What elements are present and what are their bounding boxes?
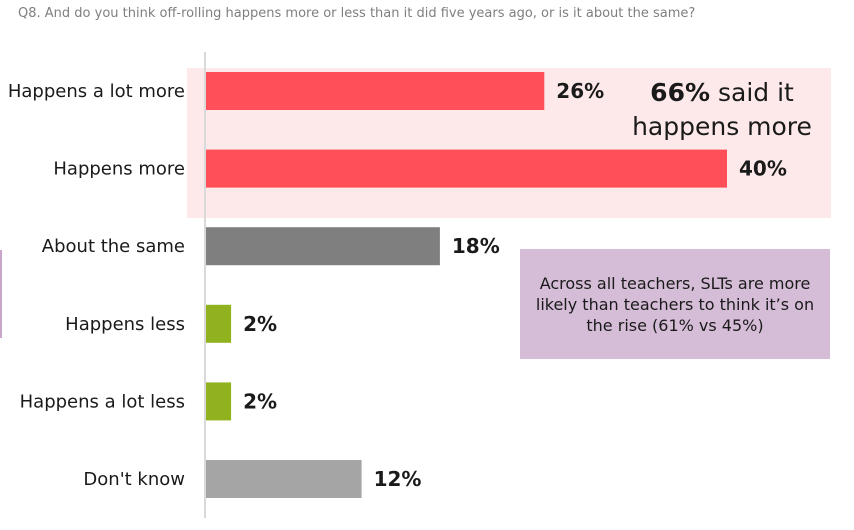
- category-label-4: Happens a lot less: [20, 391, 185, 412]
- bar-1: [205, 149, 727, 188]
- more-callout-percent: 66%: [650, 78, 711, 107]
- data-label-1: 40%: [739, 157, 787, 181]
- category-label-2: About the same: [42, 236, 185, 257]
- bar-0: [205, 72, 545, 110]
- more-callout: 66% said it happens more: [612, 76, 832, 144]
- data-label-4: 2%: [243, 389, 277, 413]
- category-label-0: Happens a lot more: [8, 81, 185, 102]
- more-callout-text-b: happens more: [632, 112, 812, 141]
- more-callout-text-a: said it: [717, 78, 794, 107]
- data-label-5: 12%: [374, 467, 422, 491]
- bar-3: [205, 304, 232, 343]
- question-text: Q8. And do you think off-rolling happens…: [18, 6, 696, 21]
- left-accent-bar: [0, 250, 2, 338]
- slt-callout-text: Across all teachers, SLTs are more likel…: [535, 273, 815, 335]
- data-label-3: 2%: [243, 312, 277, 336]
- category-label-1: Happens more: [53, 159, 185, 180]
- data-label-2: 18%: [452, 234, 500, 258]
- bar-2: [205, 227, 440, 266]
- category-label-3: Happens less: [65, 314, 185, 335]
- data-label-0: 26%: [556, 79, 604, 103]
- slt-callout-box: Across all teachers, SLTs are more likel…: [520, 249, 830, 359]
- bar-4: [205, 382, 232, 421]
- bar-5: [205, 460, 362, 498]
- category-label-5: Don't know: [83, 469, 185, 490]
